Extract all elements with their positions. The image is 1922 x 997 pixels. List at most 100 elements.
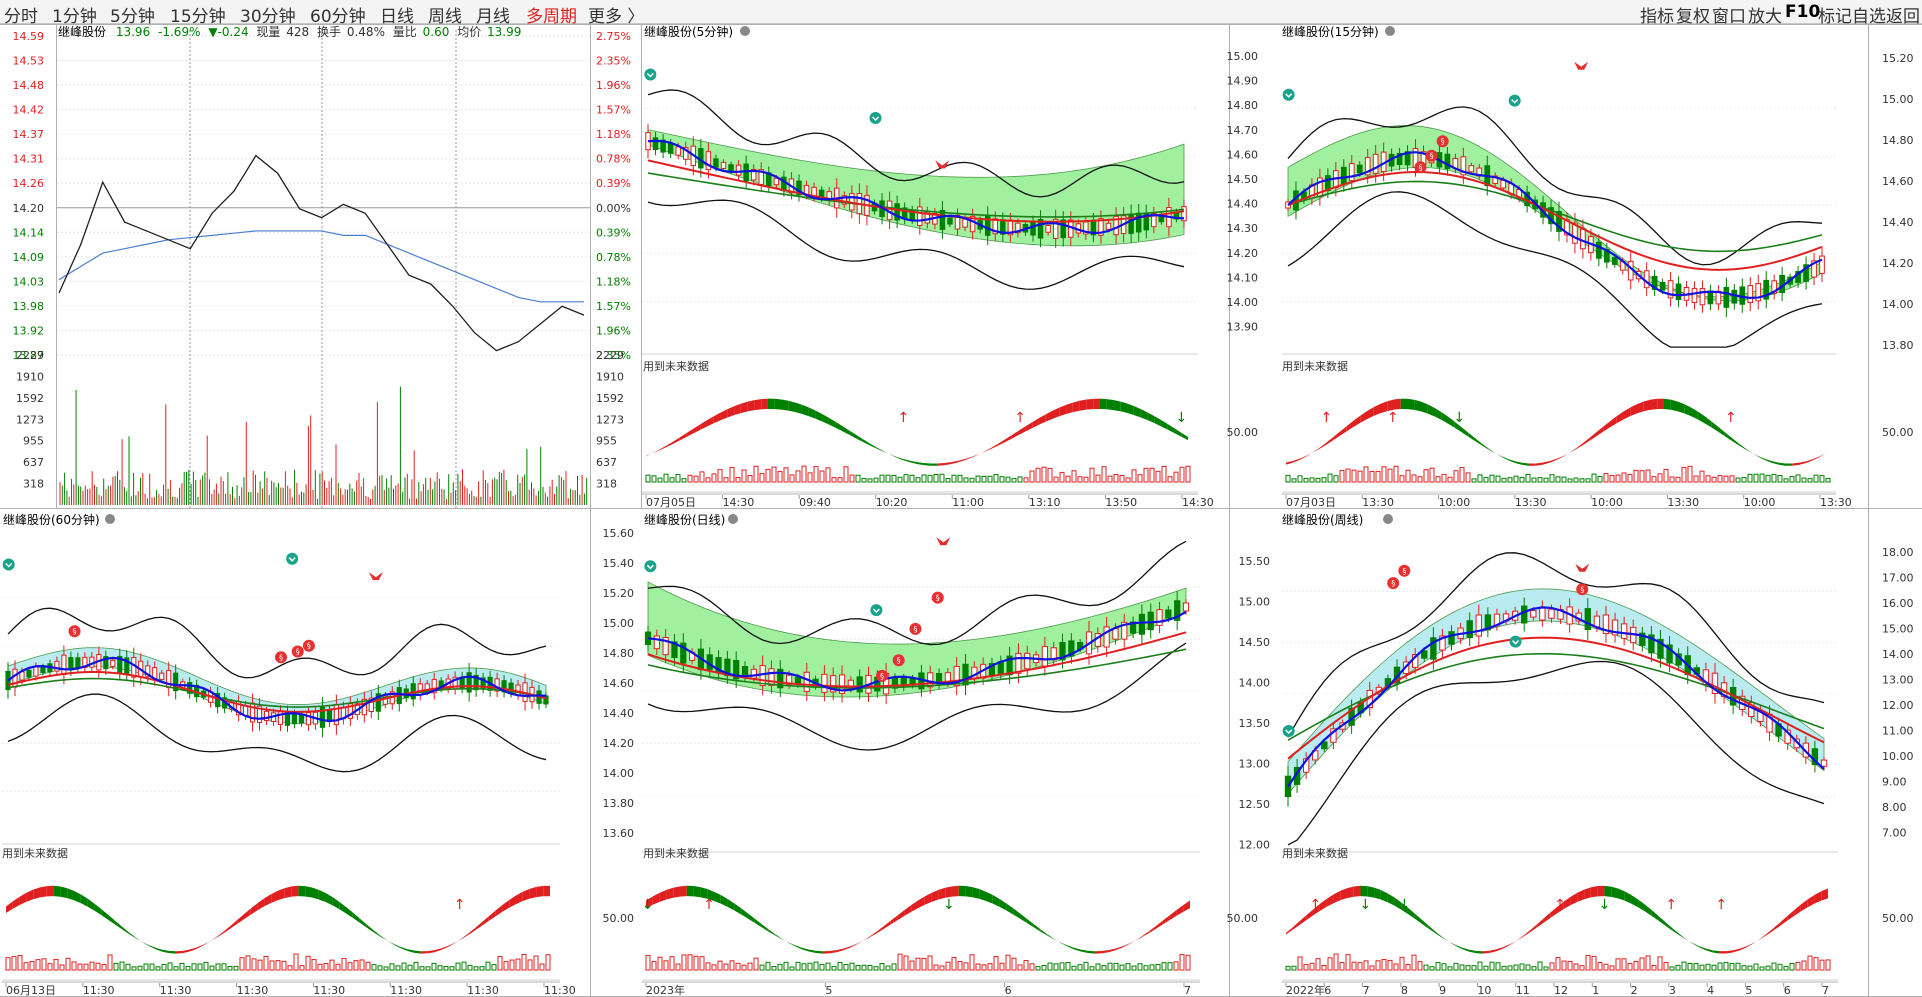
arrow-up-icon: ↑ (897, 410, 909, 426)
oscillator-band (352, 912, 360, 923)
oscillator-band (509, 895, 516, 908)
histogram-bar (1149, 467, 1155, 483)
histogram-bar (663, 960, 669, 971)
sell-signal-glyph: § (279, 653, 283, 662)
tab-day[interactable]: 日线 (380, 7, 414, 27)
panel-title-day[interactable]: 继峰股份(日线) (644, 513, 725, 527)
oscillator-band (284, 886, 292, 899)
histogram-bar (987, 475, 993, 483)
panel-title-week[interactable]: 继峰股份(周线) (1282, 513, 1363, 527)
oscillator-band (1115, 946, 1122, 951)
candle-body (1448, 631, 1455, 645)
histogram-bar (1513, 964, 1519, 971)
oscillator-band (434, 948, 442, 953)
candle-body (1103, 626, 1110, 648)
oscillator-band (910, 460, 917, 465)
oscillator-band (1468, 949, 1476, 954)
oscillator-band (196, 944, 204, 950)
candle-body (117, 655, 123, 673)
ma-red (647, 159, 1185, 223)
tab-15min[interactable]: 15分钟 (170, 7, 226, 27)
chevron-down-icon[interactable] (1383, 514, 1393, 524)
oscillator-band (46, 885, 54, 897)
tab-1min[interactable]: 1分钟 (52, 7, 97, 27)
oscillator-band (1086, 398, 1094, 410)
chevron-down-icon[interactable] (1385, 26, 1395, 36)
histogram-bar (975, 963, 981, 971)
histogram-bar (1107, 962, 1113, 971)
oscillator-band (1542, 461, 1550, 465)
oscillator-band (986, 891, 993, 904)
histogram-bar (1309, 962, 1315, 971)
histogram-bar (759, 964, 765, 971)
oscillator-band (1026, 918, 1034, 928)
price-tick: 13.50 (1239, 717, 1271, 730)
back-button[interactable]: 返回 (1886, 7, 1920, 27)
oscillator-band (923, 463, 931, 466)
histogram-bar (789, 966, 795, 971)
histogram-bar (1717, 962, 1723, 971)
histogram-bar (215, 963, 221, 971)
oscillator-band (1577, 889, 1585, 902)
chevron-down-icon[interactable] (740, 26, 750, 36)
oscillator-band (1088, 950, 1095, 954)
chevron-down-icon[interactable] (728, 514, 738, 524)
histogram-bar (1603, 473, 1609, 483)
adjust-button[interactable]: 复权 (1676, 7, 1710, 27)
arrow-down-icon: ↓ (1360, 897, 1372, 913)
histogram-bar (759, 473, 765, 483)
histogram-bar (1627, 962, 1633, 971)
tab-week[interactable]: 周线 (428, 7, 462, 27)
oscillator-band (516, 891, 523, 905)
oscillator-band (991, 443, 999, 449)
candle-body (1151, 213, 1157, 228)
oscillator-band (850, 943, 857, 948)
candle-body (110, 659, 116, 667)
oscillator-band (816, 950, 823, 954)
tab-month[interactable]: 月线 (476, 7, 510, 27)
f10-button[interactable]: F10 (1785, 2, 1821, 22)
panel-title-15min[interactable]: 继峰股份(15分钟) (1282, 24, 1379, 39)
histogram-bar (1765, 474, 1771, 483)
oscillator-band (1106, 399, 1114, 411)
tab-60min[interactable]: 60分钟 (310, 7, 366, 27)
histogram-bar (1681, 466, 1687, 483)
tab-more[interactable]: 更多 〉 (588, 7, 645, 27)
histogram-bar (1363, 466, 1369, 483)
histogram-bar (1741, 477, 1747, 483)
oscillator-band (1326, 894, 1334, 907)
histogram-bar (1369, 965, 1375, 971)
candle-body (1068, 640, 1075, 657)
oscillator-band (727, 406, 735, 418)
oscillator-band (1454, 421, 1462, 433)
tab-30min[interactable]: 30分钟 (240, 7, 296, 27)
tab-5min[interactable]: 5分钟 (110, 7, 155, 27)
chevron-down-icon[interactable] (105, 514, 115, 524)
sell-signal-icon (1414, 161, 1427, 174)
tab-multi-period[interactable]: 多周期 (526, 7, 577, 27)
mark-button[interactable]: 标记 (1818, 7, 1852, 27)
oscillator-band (673, 437, 680, 444)
histogram-bar (1759, 473, 1765, 483)
window-button[interactable]: 窗口 (1712, 7, 1746, 27)
tab-fenshi[interactable]: 分时 (4, 7, 38, 27)
oscillator-band (945, 886, 952, 898)
zoom-button[interactable]: 放大 (1748, 7, 1782, 27)
histogram-bar (1291, 478, 1297, 483)
histogram-bar (825, 467, 831, 483)
time-axis-label: 13:30 (1820, 496, 1852, 509)
ts-ratio: 0.60 (423, 25, 450, 39)
candle-body (1105, 222, 1112, 230)
histogram-bar (137, 965, 143, 971)
oscillator-band (1535, 462, 1543, 466)
histogram-bar (269, 960, 275, 971)
panel-title-5min[interactable]: 继峰股份(5分钟) (644, 24, 733, 39)
histogram-bar (1567, 478, 1573, 483)
ts-avg: 13.99 (487, 25, 521, 39)
watchlist-button[interactable]: 自选 (1852, 7, 1886, 27)
oscillator-band (318, 889, 326, 903)
indicator-button[interactable]: 指标 (1640, 7, 1674, 27)
candle-body (1128, 213, 1134, 234)
oscillator-band (1448, 941, 1456, 946)
panel-title-60min[interactable]: 继峰股份(60分钟) (3, 512, 100, 527)
